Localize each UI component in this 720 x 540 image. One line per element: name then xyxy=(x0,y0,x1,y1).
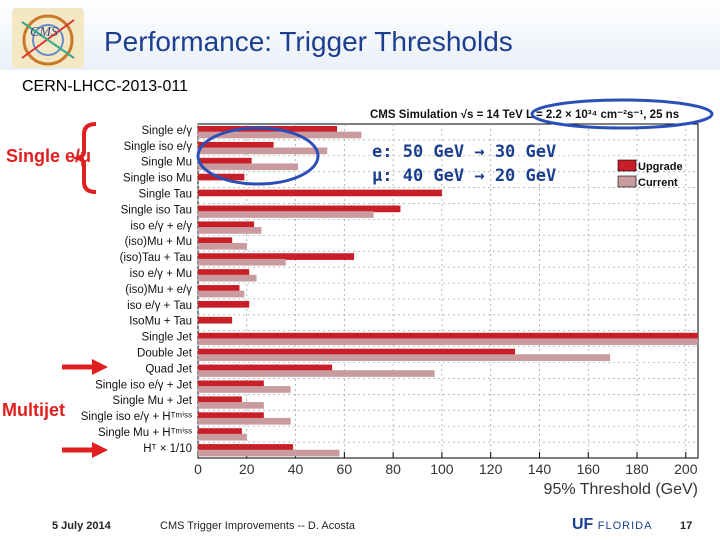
y-category-label: Single iso e/γ + Jet xyxy=(95,379,193,391)
y-category-label: Single Tau xyxy=(139,188,193,200)
y-category-label: Hᵀ × 1/10 xyxy=(143,443,192,455)
y-category-label: Single Mu xyxy=(141,157,192,169)
bar-upgrade xyxy=(198,189,442,197)
svg-text:CMS: CMS xyxy=(30,25,58,40)
bar-current xyxy=(198,163,298,171)
y-category-label: iso e/γ + Tau xyxy=(127,300,192,312)
legend-label-current: Current xyxy=(638,177,678,189)
y-category-label: iso e/γ + e/γ xyxy=(130,220,192,232)
bar-upgrade xyxy=(198,412,264,419)
bar-current xyxy=(198,354,611,361)
bar-upgrade xyxy=(198,253,355,260)
y-category-label: Double Jet xyxy=(137,348,193,360)
cms-logo: CMS xyxy=(12,8,84,68)
x-axis-label: 95% Threshold (GeV) xyxy=(544,481,698,498)
y-category-label: Single iso Tau xyxy=(121,204,192,216)
x-tick-label: 120 xyxy=(479,461,503,477)
y-category-label: Single iso e/γ + Hᵀᵐⁱˢˢ xyxy=(81,410,192,423)
legend-swatch-current xyxy=(617,175,637,188)
bar-current xyxy=(198,274,257,282)
bar-upgrade xyxy=(198,285,240,292)
bar-current xyxy=(198,417,291,425)
bar-upgrade xyxy=(198,300,250,308)
highlight-ellipse-lumi xyxy=(530,98,714,130)
title-bar xyxy=(0,0,720,70)
y-category-label: (iso)Mu + e/γ xyxy=(125,284,192,296)
x-tick-label: 60 xyxy=(337,461,353,477)
footer-page-number: 17 xyxy=(680,520,693,532)
bar-upgrade xyxy=(198,364,333,372)
bar-upgrade xyxy=(198,157,252,165)
y-category-label: Single iso Mu xyxy=(123,173,192,185)
uf-logo: UF FLORIDA xyxy=(572,516,652,536)
x-tick-label: 0 xyxy=(194,461,202,477)
bar-current xyxy=(198,433,247,441)
y-category-label: IsoMu + Tau xyxy=(129,316,192,328)
bar-upgrade xyxy=(198,205,401,213)
y-category-label: Single Mu + Hᵀᵐⁱˢˢ xyxy=(98,426,192,439)
bar-upgrade xyxy=(198,221,255,229)
bar-upgrade xyxy=(198,237,233,245)
muon-threshold-note: μ: 40 GeV → 20 GeV xyxy=(372,166,557,186)
bar-upgrade xyxy=(198,396,242,404)
x-tick-label: 80 xyxy=(385,461,401,477)
y-category-label: (iso)Tau + Tau xyxy=(120,252,192,264)
bar-current xyxy=(198,338,698,346)
bar-current xyxy=(198,258,286,266)
x-tick-label: 180 xyxy=(625,461,649,477)
uf-logo-initials: UF xyxy=(572,516,594,533)
y-category-label: Single iso e/γ xyxy=(124,141,193,153)
bar-current xyxy=(198,242,247,250)
plot-frame xyxy=(197,123,699,459)
bar-current xyxy=(198,370,435,377)
x-tick-label: 200 xyxy=(674,461,698,477)
footer-talk-title: CMS Trigger Improvements -- D. Acosta xyxy=(160,520,355,532)
x-tick-label: 40 xyxy=(288,461,304,477)
double-jet-arrow-head xyxy=(92,359,108,375)
x-tick-label: 140 xyxy=(528,461,552,477)
chart-header: CMS Simulation √s = 14 TeV L = 2.2 × 10³… xyxy=(370,108,679,121)
ht-arrow-head xyxy=(92,442,108,458)
electron-threshold-note: e: 50 GeV → 30 GeV xyxy=(372,142,557,162)
legend-swatch-upgrade xyxy=(617,159,637,172)
bar-current xyxy=(198,147,328,155)
bar-current xyxy=(198,402,264,409)
bar-current xyxy=(198,131,362,139)
document-id: CERN-LHCC-2013-011 xyxy=(22,78,188,95)
page-title: Performance: Trigger Thresholds xyxy=(104,26,513,57)
uf-logo-word: FLORIDA xyxy=(597,520,653,532)
single-bracket xyxy=(71,122,97,194)
y-category-label: Quad Jet xyxy=(145,363,192,375)
bar-upgrade xyxy=(198,428,242,435)
bar-upgrade xyxy=(198,444,294,451)
bar-current xyxy=(198,211,374,218)
bar-upgrade xyxy=(198,348,516,356)
highlight-ellipse-single xyxy=(196,126,320,186)
bar-upgrade xyxy=(198,316,233,324)
y-category-label: Single e/γ xyxy=(141,125,192,137)
bar-upgrade xyxy=(198,141,274,149)
y-category-label: Single Mu + Jet xyxy=(112,395,192,407)
bar-upgrade xyxy=(198,269,250,276)
bar-upgrade xyxy=(198,332,698,340)
y-category-label: iso e/γ + Mu xyxy=(130,268,192,280)
single-lepton-label: Single e/μ xyxy=(6,146,92,166)
bar-current xyxy=(198,227,262,234)
x-tick-label: 160 xyxy=(577,461,601,477)
bar-current xyxy=(198,386,291,393)
bar-upgrade xyxy=(198,380,264,388)
bar-current xyxy=(198,290,245,298)
x-tick-label: 100 xyxy=(430,461,454,477)
y-category-label: (iso)Mu + Mu xyxy=(125,236,192,248)
bar-current xyxy=(198,449,340,457)
x-tick-label: 20 xyxy=(239,461,255,477)
y-category-label: Single Jet xyxy=(141,332,192,344)
footer-date: 5 July 2014 xyxy=(52,520,111,532)
legend-label-upgrade: Upgrade xyxy=(638,161,683,173)
multijet-label: Multijet xyxy=(2,400,65,420)
